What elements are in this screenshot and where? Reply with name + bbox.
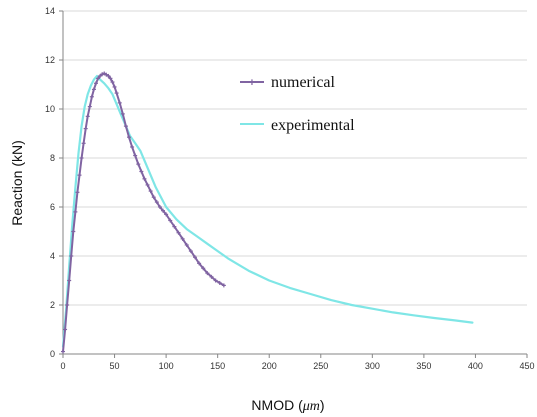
y-tick-label: 4 (50, 251, 55, 261)
x-tick-label: 450 (519, 361, 534, 371)
gridlines (63, 10, 527, 306)
data-point-numerical (98, 73, 103, 78)
data-point-numerical (130, 144, 135, 149)
data-point-numerical (71, 229, 76, 234)
data-point-numerical (197, 261, 202, 266)
y-tick-label: 0 (50, 349, 55, 359)
data-point-numerical (180, 236, 185, 241)
data-point-numerical (61, 349, 65, 354)
data-point-numerical (120, 111, 125, 116)
legend-label-experimental: experimental (271, 117, 355, 134)
data-point-numerical (87, 104, 92, 109)
data-point-numerical (81, 141, 86, 146)
series-line-experimental (61, 74, 474, 348)
x-tick-label: 300 (365, 361, 380, 371)
data-point-numerical (148, 189, 153, 194)
legend: + numerical experimental (240, 74, 355, 134)
x-tick-label: 150 (210, 361, 225, 371)
data-point-numerical (65, 303, 70, 307)
data-point-numerical (69, 254, 74, 258)
data-point-numerical (112, 84, 117, 89)
axes (59, 10, 528, 358)
data-point-numerical (106, 73, 111, 78)
x-axis-title-suffix: ) (320, 397, 325, 413)
data-point-numerical (67, 278, 72, 283)
x-axis-title: NMOD (μm) (251, 397, 324, 414)
data-point-numerical (172, 224, 177, 229)
data-point-numerical (110, 80, 115, 85)
x-tick-label: 250 (313, 361, 328, 371)
y-tick-label: 14 (45, 6, 55, 16)
data-point-numerical (217, 280, 222, 285)
data-point-numerical (108, 76, 113, 81)
data-point-numerical (136, 162, 141, 167)
data-point-numerical (209, 274, 214, 279)
y-tick-labels: 0 2 4 6 8 10 12 14 (45, 6, 55, 359)
data-point-numerical (63, 327, 68, 332)
data-point-numerical (91, 87, 96, 92)
data-point-numerical (221, 283, 226, 288)
data-point-numerical (188, 249, 193, 254)
data-point-numerical (145, 182, 150, 187)
data-point-numerical (205, 271, 210, 276)
data-point-numerical (126, 135, 131, 140)
data-point-numerical (77, 173, 82, 178)
data-point-numerical (83, 126, 88, 131)
legend-label-numerical: numerical (271, 74, 336, 91)
data-point-numerical (85, 114, 90, 119)
data-point-numerical (154, 200, 159, 205)
x-axis-title-prefix: NMOD ( (251, 397, 303, 413)
data-point-numerical (192, 255, 197, 260)
x-tick-label: 400 (468, 361, 483, 371)
x-tick-label: 100 (159, 361, 174, 371)
data-point-numerical (201, 266, 206, 271)
data-point-numerical (184, 242, 189, 247)
series-line-numerical (62, 72, 225, 353)
data-point-numerical (75, 190, 80, 195)
data-point-numerical (102, 71, 107, 76)
x-axis-title-unit: μm (302, 399, 320, 414)
data-point-numerical (164, 212, 169, 217)
data-point-numerical (79, 156, 84, 160)
y-tick-label: 8 (50, 153, 55, 163)
data-point-numerical (117, 100, 122, 105)
data-point-numerical (73, 209, 78, 214)
data-point-numerical (133, 153, 138, 158)
data-point-numerical (142, 176, 147, 181)
data-point-numerical (123, 124, 128, 129)
data-point-numerical (100, 72, 105, 77)
data-point-numerical (89, 94, 94, 99)
y-tick-label: 10 (45, 104, 55, 114)
data-point-numerical (176, 230, 181, 235)
y-tick-label: 6 (50, 202, 55, 212)
x-tick-label: 0 (60, 361, 65, 371)
x-tick-label: 200 (262, 361, 277, 371)
data-point-numerical (96, 76, 101, 81)
data-point-numerical (104, 72, 109, 77)
y-axis-title: Reaction (kN) (9, 140, 25, 226)
series-layer (61, 71, 474, 354)
data-point-numerical (161, 208, 166, 213)
data-point-numerical (157, 205, 162, 209)
x-tick-label: 50 (110, 361, 120, 371)
x-tick-label: 350 (416, 361, 431, 371)
y-tick-label: 12 (45, 55, 55, 65)
data-point-numerical (139, 169, 144, 174)
data-point-numerical (213, 278, 218, 283)
x-tick-labels: 0 50 100 150 200 250 300 350 400 450 (60, 361, 534, 371)
data-point-numerical (151, 195, 156, 200)
data-point-numerical (168, 218, 173, 223)
data-point-numerical (93, 81, 98, 86)
y-tick-label: 2 (50, 300, 55, 310)
legend-marker-numerical: + (249, 77, 255, 89)
data-point-numerical (114, 91, 119, 96)
